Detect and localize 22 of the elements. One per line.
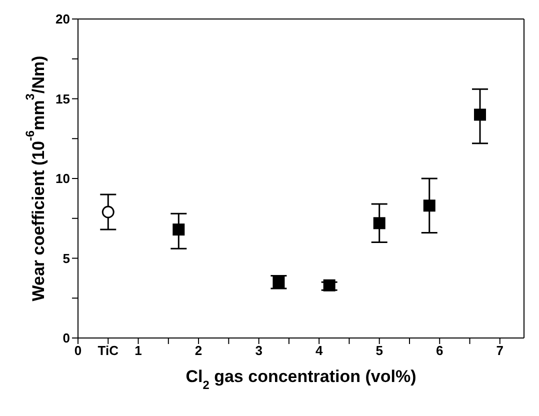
y-tick-label: 0 — [62, 330, 70, 346]
x-tick-label: 7 — [496, 343, 504, 358]
y-tick-label: 5 — [62, 250, 70, 266]
point — [423, 200, 436, 212]
point — [474, 108, 486, 121]
point — [272, 276, 285, 288]
x-tick-label: 4 — [315, 343, 324, 358]
point — [373, 217, 386, 230]
x-tick-label: 0 — [74, 343, 82, 358]
y-tick-label: 10 — [56, 171, 70, 186]
x-tick-label: 2 — [194, 343, 202, 358]
y-tick-label: 20 — [56, 12, 70, 27]
point — [172, 224, 185, 236]
point — [323, 279, 336, 292]
x-tick-label: 5 — [376, 343, 383, 358]
x-axis-title: Cl$_{2}$ gas concentration (vol%) — [186, 367, 416, 392]
x-tick-label: 3 — [255, 343, 262, 358]
point — [102, 206, 114, 218]
x-tick-label: 1 — [134, 343, 142, 358]
x-tick-label: TiC — [98, 343, 120, 358]
x-tick-label: 6 — [436, 343, 444, 358]
y-tick-label: 15 — [56, 91, 70, 106]
